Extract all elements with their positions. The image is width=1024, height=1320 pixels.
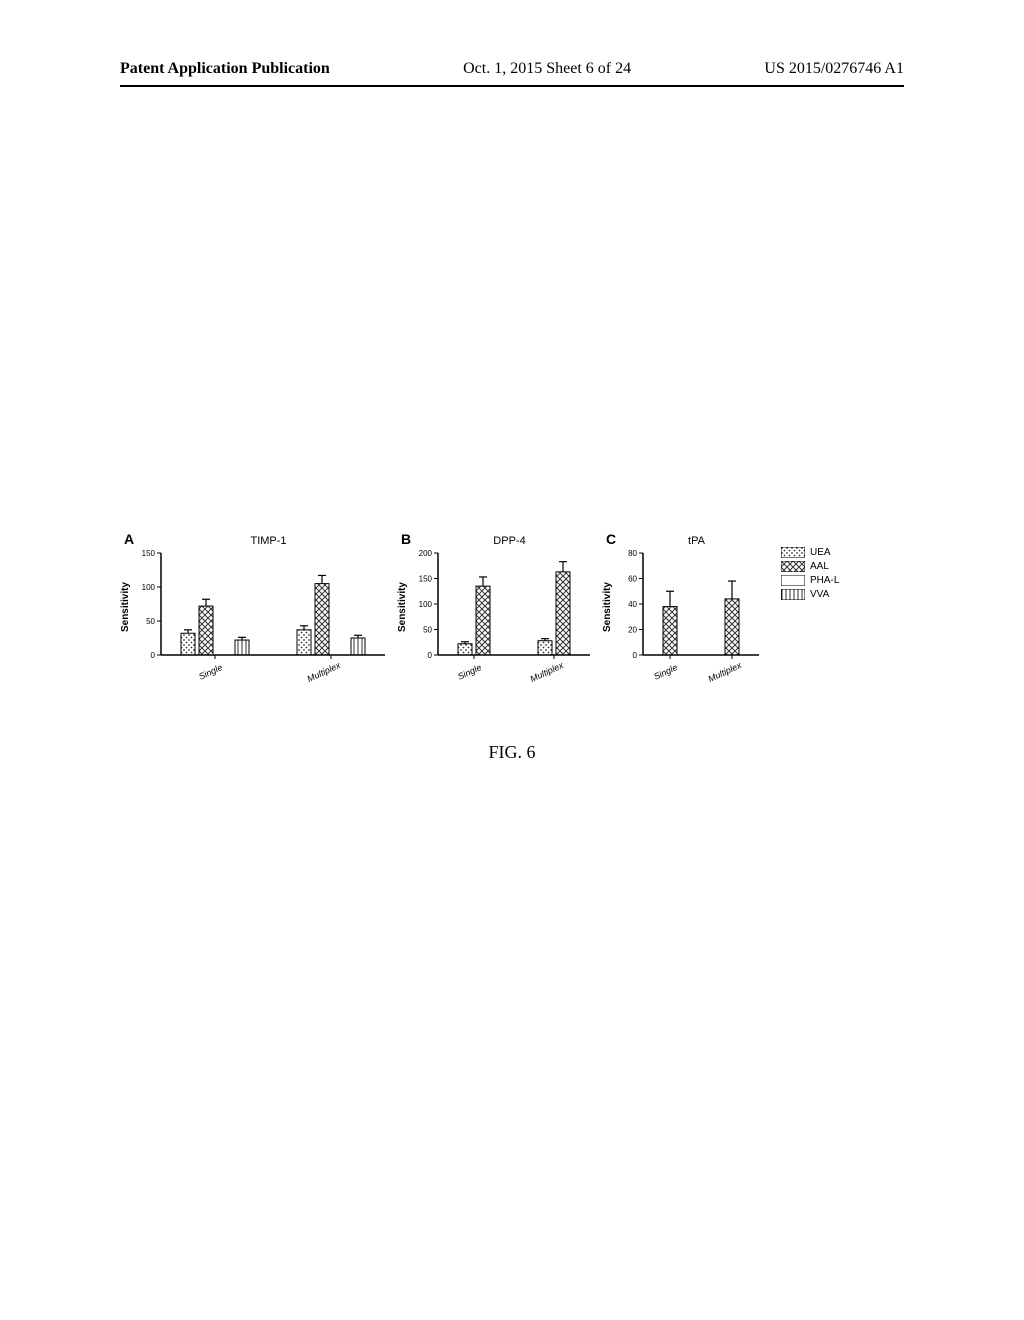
bar-UEA <box>181 633 195 655</box>
bar-AAL <box>315 584 329 655</box>
svg-text:0: 0 <box>151 651 156 660</box>
chart-svg: 0 50 100 150 200 <box>410 549 594 665</box>
panel-letter: C <box>606 531 616 547</box>
header-pub-number: US 2015/0276746 A1 <box>764 60 904 78</box>
svg-text:0: 0 <box>428 651 433 660</box>
svg-text:80: 80 <box>628 549 637 558</box>
legend-item-UEA: UEA <box>781 547 839 558</box>
svg-text:100: 100 <box>419 600 433 609</box>
chart-title: DPP-4 <box>493 535 525 547</box>
bar-VVA <box>351 638 365 655</box>
bar-UEA <box>297 630 311 655</box>
legend-item-PHA-L: PHA-L <box>781 575 839 586</box>
panel-letter: B <box>401 531 411 547</box>
bar-VVA <box>235 640 249 655</box>
header-divider <box>120 85 904 87</box>
bar-AAL <box>199 606 213 655</box>
chart-title: tPA <box>688 535 705 547</box>
chart-title: TIMP-1 <box>250 535 286 547</box>
chart-panel-B: BDPP-4Sensitivity 050100150200SingleMult… <box>397 535 594 677</box>
y-axis-label: Sensitivity <box>397 582 408 632</box>
svg-text:150: 150 <box>419 575 433 584</box>
header-date-sheet: Oct. 1, 2015 Sheet 6 of 24 <box>463 60 631 78</box>
figure-caption: FIG. 6 <box>0 742 1024 763</box>
legend-item-AAL: AAL <box>781 561 839 572</box>
panel-letter: A <box>124 531 134 547</box>
legend-item-VVA: VVA <box>781 589 839 600</box>
svg-text:20: 20 <box>628 626 637 635</box>
svg-text:50: 50 <box>423 626 432 635</box>
legend-swatch-icon <box>781 547 805 558</box>
legend-swatch-icon <box>781 561 805 572</box>
legend-label: PHA-L <box>810 575 839 586</box>
legend-label: UEA <box>810 547 831 558</box>
legend-swatch-icon <box>781 589 805 600</box>
x-axis-label: Single <box>456 662 483 682</box>
svg-text:60: 60 <box>628 575 637 584</box>
legend-label: VVA <box>810 589 829 600</box>
bar-AAL <box>663 607 677 655</box>
y-axis-label: Sensitivity <box>602 582 613 632</box>
chart-panel-C: CtPASensitivity 020406080SingleMultiplex <box>602 535 763 677</box>
bar-UEA <box>538 641 552 655</box>
header-publication: Patent Application Publication <box>120 60 330 78</box>
x-axis-label: Single <box>197 662 224 682</box>
svg-text:40: 40 <box>628 600 637 609</box>
legend-swatch-icon <box>781 575 805 586</box>
y-axis-label: Sensitivity <box>120 582 131 632</box>
figure-area: ATIMP-1Sensitivity 050100150SingleMultip… <box>120 535 904 735</box>
legend: UEA AAL <box>781 547 839 600</box>
x-axis-label: Single <box>652 662 679 682</box>
legend-label: AAL <box>810 561 829 572</box>
bar-AAL <box>476 586 490 655</box>
svg-text:0: 0 <box>633 651 638 660</box>
bar-AAL <box>556 572 570 655</box>
bar-AAL <box>725 599 739 655</box>
chart-svg: 0 20 40 60 80 <box>615 549 763 665</box>
bar-UEA <box>458 644 472 655</box>
svg-text:50: 50 <box>146 617 155 626</box>
svg-text:100: 100 <box>142 583 156 592</box>
chart-panel-A: ATIMP-1Sensitivity 050100150SingleMultip… <box>120 535 389 677</box>
svg-text:200: 200 <box>419 549 433 558</box>
svg-text:150: 150 <box>142 549 156 558</box>
chart-svg: 0 50 100 150 <box>133 549 389 665</box>
